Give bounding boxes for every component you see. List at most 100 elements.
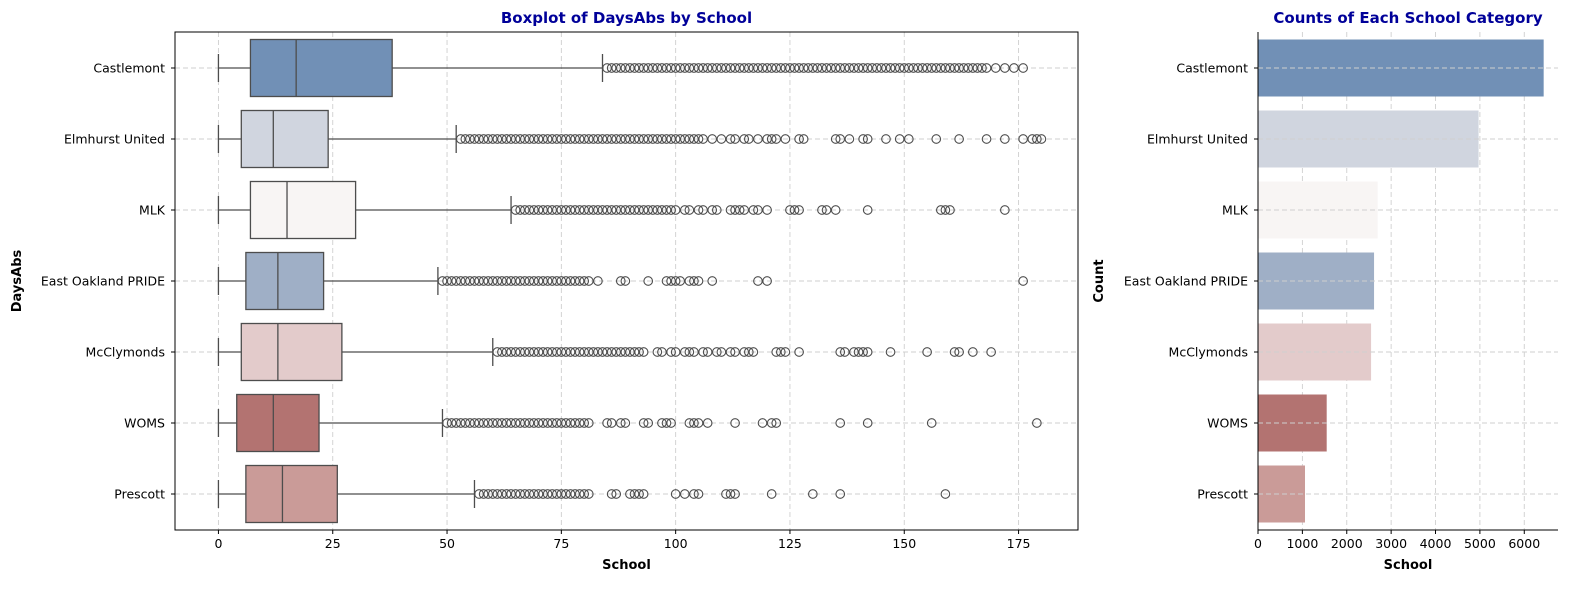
outlier-point [794, 347, 804, 357]
outlier-point [693, 489, 704, 499]
x-tick-label: 150 [892, 536, 916, 551]
y-tick-label: Elmhurst United [1147, 132, 1248, 147]
outlier-point [775, 347, 786, 357]
outlier-point [762, 205, 772, 215]
y-tick-label: East Oakland PRIDE [41, 274, 165, 289]
outlier-point [986, 347, 996, 357]
box-east-oakland-pride [217, 251, 1028, 311]
outlier-point [743, 347, 754, 357]
outlier-point [689, 276, 699, 286]
y-tick-label: East Oakland PRIDE [1124, 274, 1248, 289]
outlier-point [643, 276, 654, 286]
outlier-point [830, 205, 841, 215]
outlier-point [606, 489, 617, 499]
outlier-point [643, 418, 654, 428]
outlier-point [830, 134, 841, 144]
y-tick-label: McClymonds [1169, 345, 1248, 360]
outlier-point [638, 489, 649, 499]
x-tick-label: 25 [325, 536, 341, 551]
x-tick-label: 3000 [1375, 536, 1407, 551]
outlier-point [762, 276, 772, 286]
outlier-point [689, 489, 699, 499]
outlier-point [1018, 63, 1028, 73]
outlier-point [579, 489, 590, 499]
iqr-box [240, 109, 329, 169]
outlier-point [702, 418, 713, 428]
outlier-point [593, 276, 603, 286]
x-tick-label: 4000 [1420, 536, 1452, 551]
outlier-point [666, 418, 676, 428]
outlier-point [725, 134, 736, 144]
outlier-point [730, 418, 740, 428]
outlier-point [862, 134, 873, 144]
iqr-box [236, 393, 320, 453]
y-tick-label: Prescott [1197, 487, 1248, 502]
outlier-point [999, 134, 1010, 144]
outlier-point [931, 134, 942, 144]
outlier-point [858, 347, 868, 357]
outlier-point [739, 134, 750, 144]
box-castlemont [217, 38, 1028, 98]
box-prescott [217, 464, 951, 524]
outlier-point [615, 418, 626, 428]
x-tick-label: 100 [664, 536, 688, 551]
outlier-point [954, 347, 964, 357]
outlier-point [579, 418, 590, 428]
chart-title: Boxplot of DaysAbs by School [501, 9, 752, 27]
y-axis-label: DaysAbs [10, 250, 25, 313]
outlier-point [638, 418, 649, 428]
outlier-point [684, 347, 695, 357]
y-tick-label: MLK [139, 203, 166, 218]
outlier-point [766, 489, 777, 499]
iqr-box [249, 38, 393, 98]
outlier-point [711, 347, 722, 357]
outlier-point [794, 205, 804, 215]
outlier-point [579, 276, 590, 286]
outlier-point [862, 418, 873, 428]
outlier-point [615, 276, 626, 286]
outlier-point [707, 276, 718, 286]
outlier-point [748, 347, 759, 357]
outlier-point [634, 347, 644, 357]
x-tick-label: 0 [214, 536, 222, 551]
outlier-point [967, 347, 978, 357]
outlier-point [794, 134, 804, 144]
outlier-point [1032, 418, 1042, 428]
x-tick-label: 2000 [1331, 536, 1363, 551]
outlier-point [693, 205, 704, 215]
axes-frame [174, 31, 1079, 531]
outlier-point [711, 205, 722, 215]
y-tick-label: MLK [1222, 203, 1249, 218]
outlier-point [862, 347, 873, 357]
outlier-point [1036, 134, 1047, 144]
x-tick-label: 75 [553, 536, 569, 551]
outlier-point [798, 134, 809, 144]
outlier-point [766, 418, 777, 428]
outlier-point [881, 134, 891, 144]
y-tick-label: Castlemont [93, 61, 165, 76]
outlier-point [949, 347, 960, 357]
outlier-point [583, 489, 594, 499]
outlier-point [661, 418, 672, 428]
count-bar-chart: 0 1000 2000 3000 4000 5000 6000 Castlemont Elmhu… [1092, 9, 1558, 573]
outlier-point [981, 134, 992, 144]
outlier-point [666, 205, 676, 215]
outlier-point [620, 418, 631, 428]
outlier-point [707, 205, 718, 215]
outlier-point [817, 205, 827, 215]
y-tick-label: WOMS [124, 416, 165, 431]
x-tick-label: 50 [439, 536, 455, 551]
outlier-point [583, 418, 594, 428]
outlier-point [670, 276, 681, 286]
bar-castlemont [1258, 39, 1544, 97]
outlier-point [679, 205, 690, 215]
outlier-point [771, 418, 782, 428]
outlier-point [780, 347, 791, 357]
iqr-box [249, 180, 357, 240]
outlier-point [748, 205, 759, 215]
outlier-point [620, 276, 631, 286]
box-elmhurst-united [217, 109, 1047, 169]
iqr-box [240, 322, 343, 382]
outlier-point [858, 134, 868, 144]
